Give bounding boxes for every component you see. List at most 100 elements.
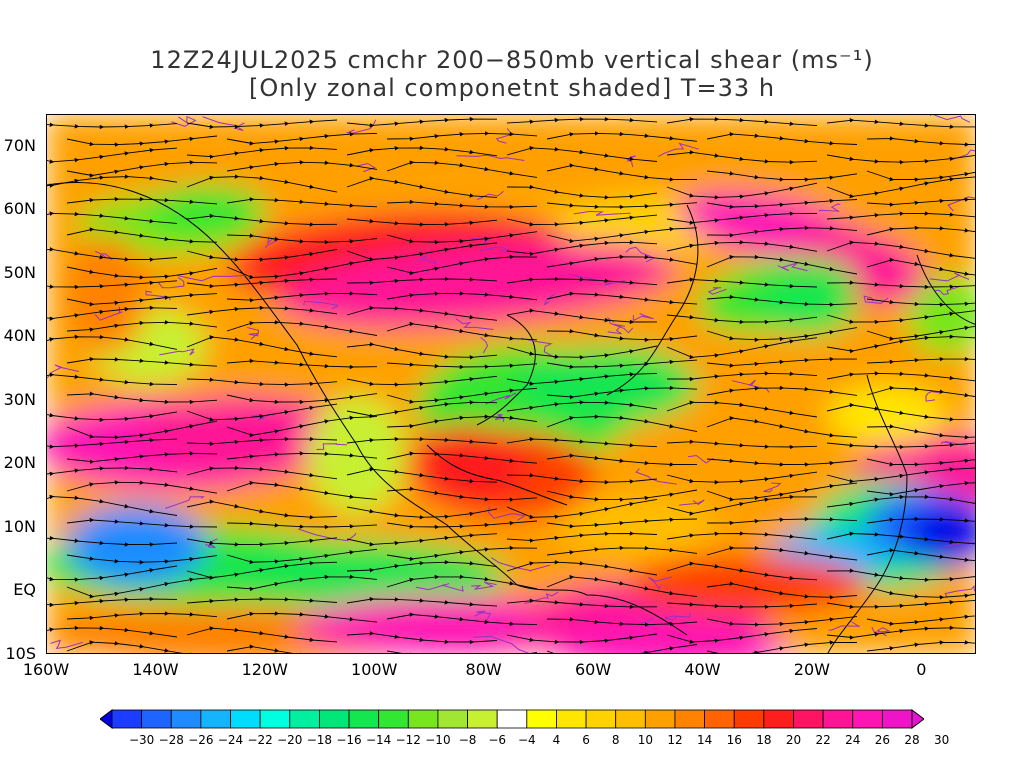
streamline [866,424,975,440]
streamline [186,119,338,130]
streamline [706,356,857,368]
streamline [66,293,218,307]
colorbar-cell [733,709,765,729]
streamlines [47,116,975,653]
streamline [47,147,178,164]
streamline [706,545,858,561]
lat-label: EQ [13,580,36,600]
streamline [546,617,698,627]
streamline [506,531,658,543]
colorbar-cell [644,709,676,729]
streamline [386,574,538,590]
colorbar-cell [615,709,646,729]
streamline [66,640,195,653]
streamline [866,548,975,565]
streamline [666,240,818,252]
streamline [666,602,818,610]
streamline [666,116,818,127]
streamline [66,391,218,405]
streamline [826,117,975,129]
streamline [47,596,178,608]
colorbar-cell [437,709,468,729]
streamline [386,321,538,341]
streamline [546,254,698,268]
streamline [386,291,538,301]
shear-shading [47,115,975,653]
lat-label: 50N [3,262,36,282]
streamline [866,298,975,307]
streamline [546,517,698,529]
colorbar-tick-label: −10 [425,733,451,747]
streamline [866,586,975,600]
streamline [506,372,658,386]
streamline [826,280,975,290]
streamline [826,467,975,484]
lon-label: 80W [465,660,502,679]
streamline [666,439,818,450]
streamline [346,559,498,573]
streamline [226,644,355,653]
streamline [47,535,178,547]
streamline [546,414,698,433]
streamline [66,576,218,599]
streamline [66,196,218,205]
streamline [386,160,538,178]
colorbar-cell [526,709,557,729]
streamline [546,328,698,343]
colorbar-arrow-left [100,709,113,729]
streamline [186,213,338,227]
streamline [826,494,975,508]
streamline [346,145,498,157]
colorbar-tick-label: 30 [933,733,950,747]
streamline [826,625,975,640]
streamline [826,402,975,422]
streamline [666,182,818,200]
streamline [706,198,858,210]
streamline [706,516,858,526]
colorbar-tick-label: 28 [904,733,920,747]
streamline [226,415,378,438]
streamline [386,131,538,142]
streamline [226,611,378,623]
streamline [66,554,218,565]
streamline [226,197,378,208]
colorbar-tick-label: −28 [158,733,184,747]
colorbar-cell [852,709,883,729]
streamline [66,451,218,464]
streamline [226,358,378,370]
streamline [186,537,338,547]
streamline [506,308,658,325]
streamline [706,327,858,343]
streamline [546,453,698,467]
streamline [506,345,658,360]
streamline [546,385,698,400]
lat-label: 10N [3,516,36,536]
streamline [546,545,698,556]
streamline [66,266,218,280]
streamline [866,640,975,652]
streamline [186,499,338,520]
streamline [666,277,818,289]
colorbar-tick-label: 20 [785,733,802,747]
streamline [866,257,975,279]
streamline [346,467,498,484]
streamline [666,150,818,165]
colorbar-cell [230,709,261,729]
colorbar-tick-label: 26 [874,733,890,747]
colorbar-tick-label: −12 [395,733,421,747]
streamline [386,414,538,429]
streamline [706,458,858,467]
streamline [667,371,818,382]
lat-label: 20N [3,453,36,473]
streamline [66,227,218,244]
colorbar-cell [496,709,528,729]
streamline [706,616,858,627]
shear-map[interactable] [46,114,976,654]
streamline [506,240,658,257]
colorbar-cell [704,709,735,729]
streamline [66,420,218,440]
streamline [186,174,338,193]
streamline [47,625,178,638]
colorbar-tick-label: −4 [517,733,536,747]
streamline [346,631,498,645]
